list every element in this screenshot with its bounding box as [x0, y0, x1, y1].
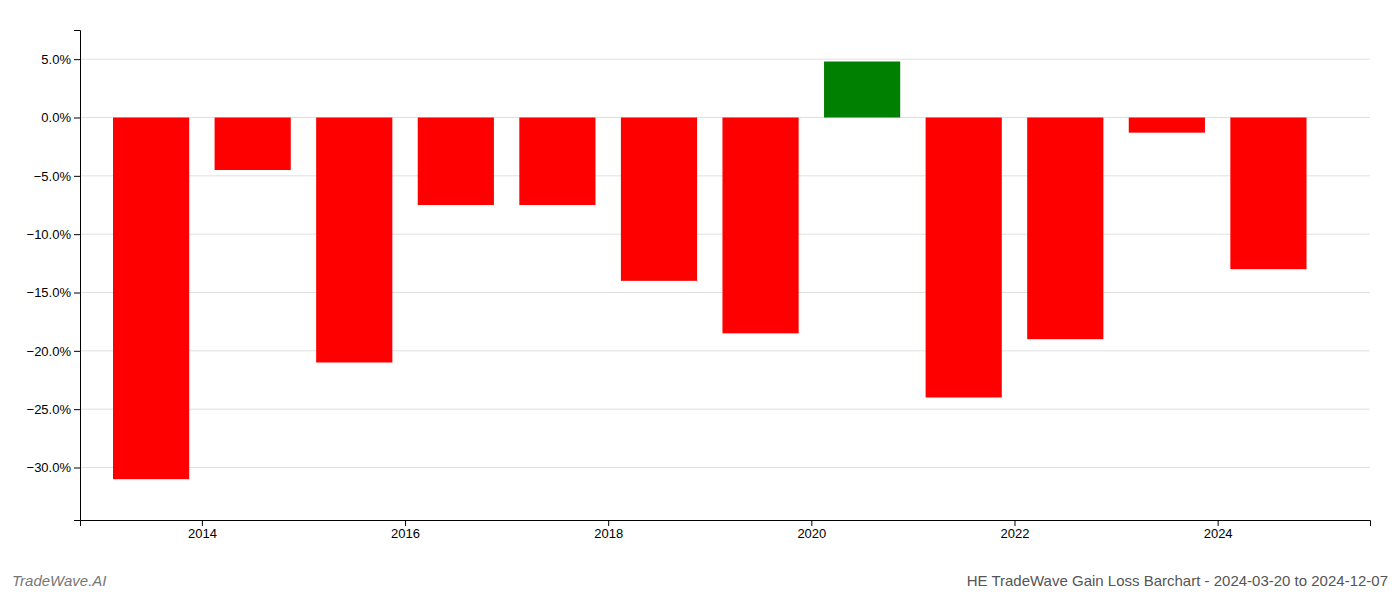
tick: 5.0%: [41, 52, 80, 67]
tick-label: 5.0%: [41, 52, 71, 67]
tick: 2022: [1001, 520, 1030, 541]
bar: [1230, 118, 1306, 270]
tick-label: 2014: [188, 526, 217, 541]
bar: [215, 118, 291, 171]
tick-mark: [1218, 520, 1219, 526]
tick-mark: [74, 351, 80, 352]
bars: [113, 62, 1307, 480]
tick-mark: [1014, 520, 1015, 526]
tick: 2016: [391, 520, 420, 541]
tick: −30.0%: [27, 460, 80, 475]
tick: −25.0%: [27, 402, 80, 417]
tick-mark: [74, 118, 80, 119]
tick-label: −10.0%: [27, 227, 72, 242]
tick-mark: [405, 520, 406, 526]
bar: [519, 118, 595, 206]
tick: −15.0%: [27, 285, 80, 300]
bar: [113, 118, 189, 480]
bar: [1129, 118, 1205, 133]
tick-label: −5.0%: [34, 168, 72, 183]
tick: 2024: [1204, 520, 1233, 541]
tick: 0.0%: [41, 110, 80, 125]
grid-line: [80, 59, 1370, 60]
tick: −20.0%: [27, 343, 80, 358]
grid-line: [80, 350, 1370, 351]
bar: [316, 118, 392, 363]
tick: 2018: [594, 520, 623, 541]
tick-mark: [811, 520, 812, 526]
tick-label: 0.0%: [41, 110, 71, 125]
tick: −5.0%: [34, 168, 80, 183]
grid-line: [80, 409, 1370, 410]
tick: −10.0%: [27, 227, 80, 242]
tick: 2014: [188, 520, 217, 541]
bar: [722, 118, 798, 334]
tick-label: −30.0%: [27, 460, 72, 475]
tick-label: −20.0%: [27, 343, 72, 358]
tick-label: 2022: [1001, 526, 1030, 541]
tick-mark: [74, 176, 80, 177]
axis-line: [81, 521, 1371, 527]
tick-mark: [74, 409, 80, 410]
tick-mark: [202, 520, 203, 526]
tick-label: 2024: [1204, 526, 1233, 541]
tick-mark: [74, 234, 80, 235]
bar: [1027, 118, 1103, 340]
bar: [926, 118, 1002, 398]
grid-line: [80, 467, 1370, 468]
axis-line: [74, 31, 81, 521]
tick-mark: [608, 520, 609, 526]
tick: 2020: [797, 520, 826, 541]
tick-label: 2016: [391, 526, 420, 541]
y-axis: 5.0% 0.0% −5.0% −10.0% −15.0% −20.0% −25.0% −30…: [27, 31, 81, 521]
chart: 2014 2016 2018 2020 2022 2024 5.0% 0.0% −5.0% −10…: [0, 0, 1400, 600]
bar: [621, 118, 697, 281]
tick-label: −25.0%: [27, 402, 72, 417]
tick-mark: [74, 468, 80, 469]
tick-label: 2018: [594, 526, 623, 541]
tick-mark: [74, 293, 80, 294]
tick-label: 2020: [797, 526, 826, 541]
x-axis: 2014 2016 2018 2020 2022 2024: [81, 520, 1371, 541]
bar: [824, 62, 900, 118]
title: HE TradeWave Gain Loss Barchart - 2024-0…: [967, 572, 1388, 589]
tick-label: −15.0%: [27, 285, 72, 300]
grid: [80, 59, 1370, 467]
annotation: TradeWave.AI: [12, 572, 106, 589]
bar: [418, 118, 494, 206]
tick-mark: [74, 59, 80, 60]
